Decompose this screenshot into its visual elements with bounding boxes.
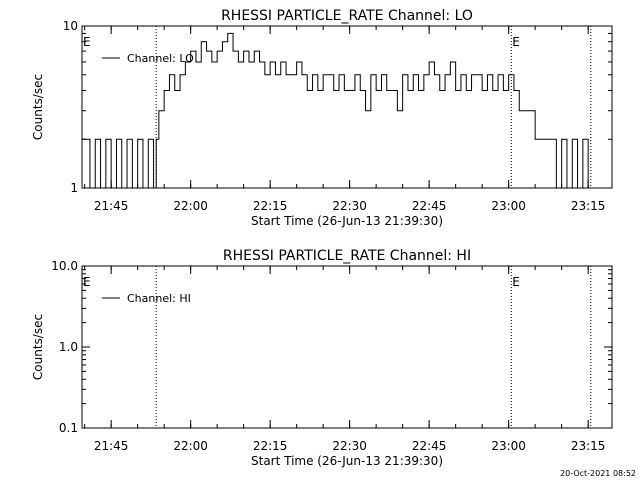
- x-tick-label-0-0: 21:45: [94, 199, 129, 213]
- y-tick-label-1-2: 10.0: [51, 259, 78, 273]
- x-tick-label-0-6: 23:15: [571, 199, 606, 213]
- y-tick-label-1-1: 1.0: [59, 340, 78, 354]
- event-marker-label-1-2: E: [512, 275, 520, 289]
- x-tick-label-0-1: 22:00: [173, 199, 208, 213]
- event-marker-label-1-0: E: [83, 275, 91, 289]
- chart-title-0: RHESSI PARTICLE_RATE Channel: LO: [221, 8, 473, 24]
- legend-label-1: Channel: HI: [127, 292, 191, 305]
- event-marker-label-0-2: E: [512, 35, 520, 49]
- y-axis-label-0: Counts/sec: [31, 74, 45, 140]
- x-tick-label-1-4: 22:45: [412, 439, 447, 453]
- x-tick-label-1-3: 22:30: [332, 439, 367, 453]
- x-tick-label-0-5: 23:00: [491, 199, 526, 213]
- x-tick-label-1-0: 21:45: [94, 439, 129, 453]
- generation-timestamp: 20-Oct-2021 08:52: [560, 469, 636, 478]
- x-tick-label-0-4: 22:45: [412, 199, 447, 213]
- plot-frame-1: [81, 265, 613, 429]
- x-axis-label-1: Start Time (26-Jun-13 21:39:30): [251, 454, 443, 468]
- x-tick-label-1-6: 23:15: [571, 439, 606, 453]
- y-axis-label-1: Counts/sec: [31, 314, 45, 380]
- chart-title-1: RHESSI PARTICLE_RATE Channel: HI: [223, 248, 471, 264]
- x-tick-label-1-5: 23:00: [491, 439, 526, 453]
- event-marker-label-0-0: E: [83, 35, 91, 49]
- y-tick-label-0-0: 1: [70, 181, 78, 195]
- x-axis-label-0: Start Time (26-Jun-13 21:39:30): [251, 214, 443, 228]
- plot-frame-0: [81, 25, 613, 189]
- series-line-0-0: [82, 32, 593, 189]
- x-tick-label-0-2: 22:15: [253, 199, 288, 213]
- y-tick-label-1-0: 0.1: [59, 421, 78, 435]
- legend-label-0: Channel: LO: [127, 52, 194, 65]
- x-tick-label-1-2: 22:15: [253, 439, 288, 453]
- y-tick-label-0-1: 10: [63, 19, 78, 33]
- x-tick-label-0-3: 22:30: [332, 199, 367, 213]
- x-tick-label-1-1: 22:00: [173, 439, 208, 453]
